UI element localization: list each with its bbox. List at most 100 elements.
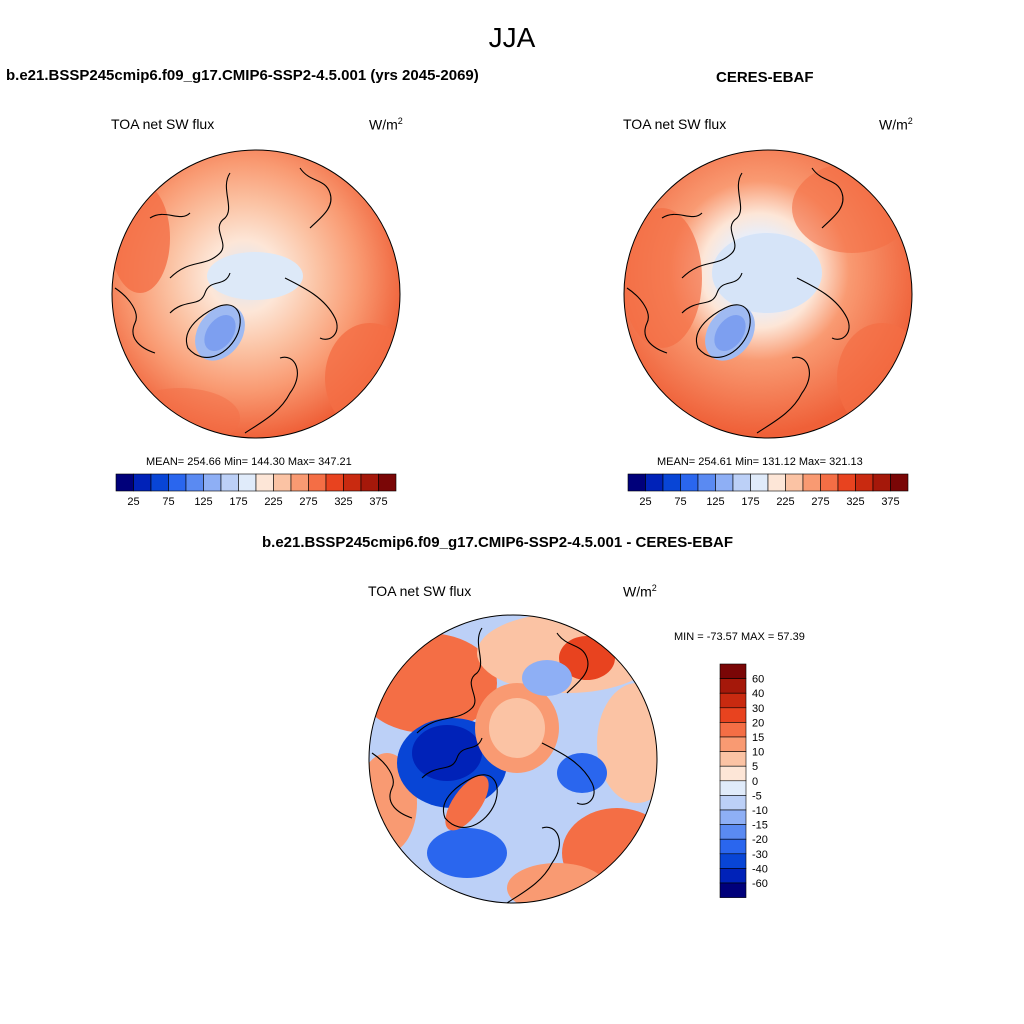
colorbar-swatch xyxy=(360,473,379,492)
colorbar-tick-label: -30 xyxy=(752,849,768,861)
colorbar-tick-label: 375 xyxy=(881,496,899,508)
colorbar-swatch xyxy=(343,473,362,492)
colorbar-swatch xyxy=(238,473,257,492)
polar-map-diff xyxy=(368,614,658,904)
colorbar-tick-label: 275 xyxy=(299,496,317,508)
colorbar-tick-label: 325 xyxy=(334,496,352,508)
colorbar-swatch xyxy=(719,780,747,796)
coastline-icon xyxy=(371,627,595,903)
colorbar-swatch xyxy=(890,473,909,492)
units-label-model: W/m2 xyxy=(369,116,403,133)
colorbar-tick-label: 15 xyxy=(752,732,764,744)
colorbar-swatch xyxy=(715,473,734,492)
stats-obs: MEAN= 254.61 Min= 131.12 Max= 321.13 xyxy=(657,456,863,468)
colorbar-swatch xyxy=(308,473,327,492)
colorbar-swatch xyxy=(185,473,204,492)
colorbar-swatch xyxy=(325,473,344,492)
colorbar-swatch xyxy=(168,473,187,492)
units-label-diff: W/m2 xyxy=(623,583,657,600)
colorbar-swatch xyxy=(115,473,134,492)
colorbar-tick-label: 125 xyxy=(706,496,724,508)
stats-diff: MIN = -73.57 MAX = 57.39 xyxy=(674,631,805,643)
colorbar-tick-label: -60 xyxy=(752,878,768,890)
colorbar-swatch xyxy=(820,473,839,492)
colorbar-swatch xyxy=(150,473,169,492)
panel-title-diff: b.e21.BSSP245cmip6.f09_g17.CMIP6-SSP2-4.… xyxy=(262,534,734,551)
colorbar-tick-label: -10 xyxy=(752,805,768,817)
colorbar-model: 25 75 125 175 225 275 325 375 xyxy=(115,473,397,508)
colorbar-tick-label: 75 xyxy=(674,496,686,508)
colorbar-tick-label: 225 xyxy=(264,496,282,508)
colorbar-tick-label: 25 xyxy=(639,496,651,508)
colorbar-swatch xyxy=(732,473,751,492)
units-label-obs: W/m2 xyxy=(879,116,913,133)
colorbar-swatch xyxy=(750,473,769,492)
colorbar-swatch xyxy=(290,473,309,492)
colorbar-swatch xyxy=(719,809,747,825)
colorbar-swatch xyxy=(767,473,786,492)
colorbar-tick-label: 325 xyxy=(846,496,864,508)
colorbar-swatch xyxy=(855,473,874,492)
colorbar-swatch xyxy=(719,722,747,738)
colorbar-swatch xyxy=(802,473,821,492)
colorbar-swatch xyxy=(719,678,747,694)
colorbar-swatch xyxy=(719,736,747,752)
colorbar-swatch xyxy=(872,473,891,492)
colorbar-swatch xyxy=(719,853,747,869)
variable-label-diff: TOA net SW flux xyxy=(368,583,472,599)
polar-map-model xyxy=(111,149,401,439)
colorbar-swatch xyxy=(645,473,664,492)
colorbar-tick-label: 20 xyxy=(752,717,764,729)
colorbar-swatch xyxy=(662,473,681,492)
colorbar-tick-label: 25 xyxy=(127,496,139,508)
colorbar-tick-label: -5 xyxy=(752,790,762,802)
colorbar-swatch xyxy=(837,473,856,492)
coastline-icon xyxy=(114,167,338,434)
colorbar-swatch xyxy=(719,692,747,709)
colorbar-swatch xyxy=(785,473,804,492)
colorbar-tick-label: 175 xyxy=(741,496,759,508)
colorbar-swatch xyxy=(719,795,747,811)
colorbar-swatch xyxy=(627,473,646,492)
panel-title-model: b.e21.BSSP245cmip6.f09_g17.CMIP6-SSP2-4.… xyxy=(6,67,479,84)
colorbar-swatch xyxy=(719,765,747,782)
colorbar-tick-label: 175 xyxy=(229,496,247,508)
variable-label-model: TOA net SW flux xyxy=(111,116,215,132)
colorbar-swatch xyxy=(273,473,292,492)
colorbar-swatch xyxy=(255,473,274,492)
colorbar-swatch xyxy=(719,868,747,884)
colorbar-tick-label: 5 xyxy=(752,761,758,773)
colorbar-swatch xyxy=(378,473,397,492)
colorbar-tick-label: 75 xyxy=(162,496,174,508)
stats-model: MEAN= 254.66 Min= 144.30 Max= 347.21 xyxy=(146,456,352,468)
colorbar-tick-label: 0 xyxy=(752,776,758,788)
colorbar-tick-label: 60 xyxy=(752,674,764,686)
colorbar-tick-label: 10 xyxy=(752,747,764,759)
colorbar-swatch xyxy=(719,707,747,723)
colorbar-swatch xyxy=(220,473,239,492)
colorbar-tick-label: 225 xyxy=(776,496,794,508)
colorbar-tick-label: 30 xyxy=(752,703,764,715)
colorbar-obs: 25 75 125 175 225 275 325 375 xyxy=(627,473,909,508)
colorbar-swatch xyxy=(203,473,222,492)
coastline-icon xyxy=(626,167,850,434)
polar-map-obs xyxy=(623,149,913,439)
colorbar-tick-label: 375 xyxy=(369,496,387,508)
colorbar-tick-label: -15 xyxy=(752,820,768,832)
colorbar-swatch xyxy=(719,751,747,767)
colorbar-swatch xyxy=(719,882,747,898)
colorbar-swatch xyxy=(719,838,747,855)
colorbar-tick-label: 275 xyxy=(811,496,829,508)
colorbar-swatch xyxy=(719,663,747,679)
colorbar-tick-label: -20 xyxy=(752,834,768,846)
colorbar-swatch xyxy=(133,473,152,492)
panel-title-obs: CERES-EBAF xyxy=(716,69,814,86)
colorbar-diff: 60 40 30 20 15 10 5 0 -5 -10 -15 -20 -30 -40 -60 xyxy=(719,663,768,898)
colorbar-tick-label: 40 xyxy=(752,688,764,700)
colorbar-tick-label: 125 xyxy=(194,496,212,508)
variable-label-obs: TOA net SW flux xyxy=(623,116,727,132)
main-title: JJA xyxy=(488,22,536,53)
colorbar-swatch xyxy=(680,473,699,492)
colorbar-tick-label: -40 xyxy=(752,863,768,875)
colorbar-swatch xyxy=(719,824,747,840)
